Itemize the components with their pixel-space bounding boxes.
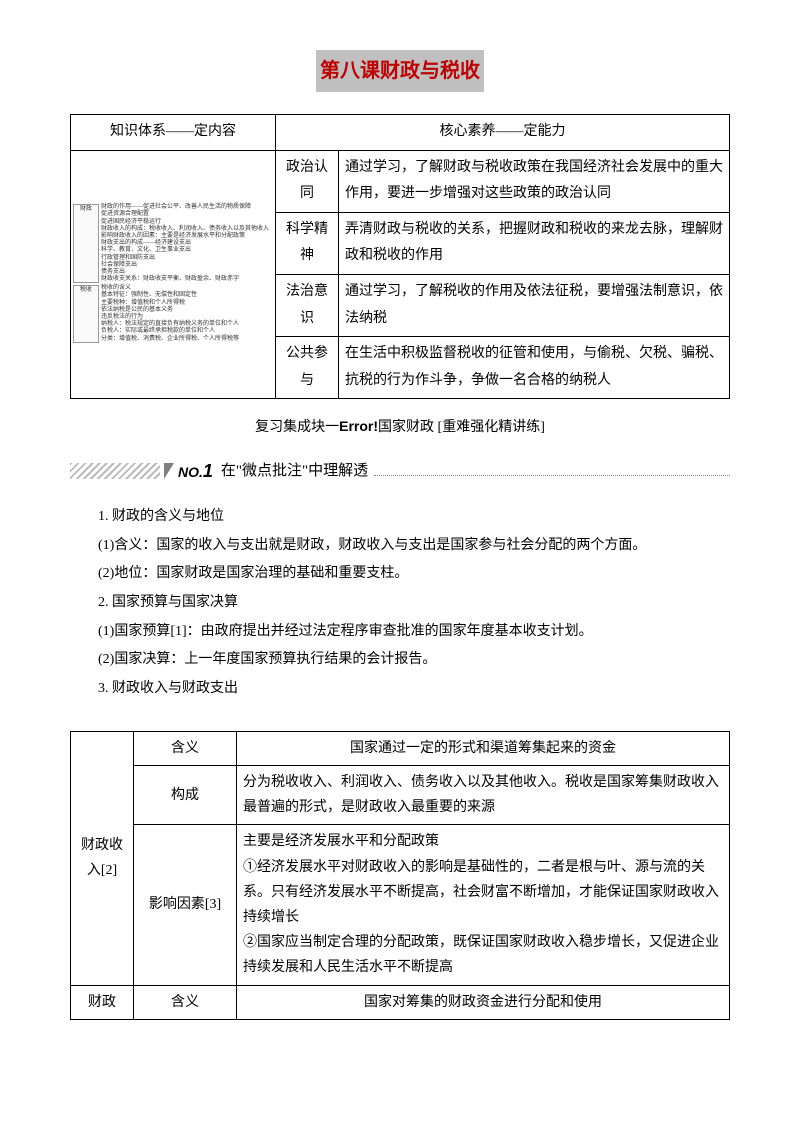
para: (1)含义：国家的收入与支出就是财政，财政收入与支出是国家参与社会分配的两个方面… bbox=[70, 533, 730, 560]
header-left: 知识体系——定内容 bbox=[71, 115, 276, 151]
cell-text: 国家通过一定的形式和渠道筹集起来的资金 bbox=[237, 731, 730, 765]
row-text: 通过学习，了解税收的作用及依法征税，要增强法制意识，依法纳税 bbox=[339, 274, 730, 336]
para: 2. 国家预算与国家决算 bbox=[70, 590, 730, 617]
knowledge-table: 知识体系——定内容 核心素养——定能力 财政 财政的作用——促进社会公平、改善人… bbox=[70, 114, 730, 399]
sub-label: 含义 bbox=[134, 731, 237, 765]
section-bar: NO.1 在"微点批注"中理解透 bbox=[70, 454, 730, 488]
page-title: 第八课财政与税收 bbox=[316, 50, 484, 92]
row-text: 弄清财政与税收的关系，把握财政和税收的来龙去脉，理解财政和税收的作用 bbox=[339, 212, 730, 274]
para: 3. 财政收入与财政支出 bbox=[70, 676, 730, 703]
group-label: 财政收入[2] bbox=[71, 731, 134, 985]
sub-label: 含义 bbox=[134, 985, 237, 1019]
hatch-decoration bbox=[70, 463, 160, 479]
cell-text: 国家对筹集的财政资金进行分配和使用 bbox=[237, 985, 730, 1019]
row-label: 政治认同 bbox=[276, 150, 339, 212]
section-title: 在"微点批注"中理解透 bbox=[221, 457, 368, 486]
group-label: 财政 bbox=[71, 985, 134, 1019]
header-right: 核心素养——定能力 bbox=[276, 115, 730, 151]
sub-label: 影响因素[3] bbox=[134, 825, 237, 985]
para: (1)国家预算[1]：由政府提出并经过法定程序审查批准的国家年度基本收支计划。 bbox=[70, 619, 730, 646]
knowledge-diagram: 财政 财政的作用——促进社会公平、改善人民生活的物质保障 促进资源合理配置 促进… bbox=[71, 150, 276, 399]
sub-label: 构成 bbox=[134, 766, 237, 825]
row-label: 公共参与 bbox=[276, 337, 339, 399]
para: (2)国家决算：上一年度国家预算执行结果的会计报告。 bbox=[70, 647, 730, 674]
cell-text: 分为税收收入、利润收入、债务收入以及其他收入。税收是国家筹集财政收入最普遍的形式… bbox=[237, 766, 730, 825]
row-text: 在生活中积极监督税收的征管和使用，与偷税、欠税、骗税、抗税的行为作斗争，争做一名… bbox=[339, 337, 730, 399]
dots-decoration bbox=[374, 467, 730, 476]
section-number: NO.1 bbox=[178, 454, 213, 488]
row-label: 法治意识 bbox=[276, 274, 339, 336]
row-text: 通过学习，了解财政与税收政策在我国经济社会发展中的重大作用，要进一步增强对这些政… bbox=[339, 150, 730, 212]
slash-decoration bbox=[164, 463, 174, 479]
fiscal-table: 财政收入[2] 含义 国家通过一定的形式和渠道筹集起来的资金 构成 分为税收收入… bbox=[70, 731, 730, 1020]
cell-text: 主要是经济发展水平和分配政策 ①经济发展水平对财政收入的影响是基础性的，二者是根… bbox=[237, 825, 730, 985]
para: 1. 财政的含义与地位 bbox=[70, 504, 730, 531]
review-line: 复习集成块一Error!国家财政 [重难强化精讲练] bbox=[70, 413, 730, 442]
row-label: 科学精神 bbox=[276, 212, 339, 274]
para: (2)地位：国家财政是国家治理的基础和重要支柱。 bbox=[70, 561, 730, 588]
